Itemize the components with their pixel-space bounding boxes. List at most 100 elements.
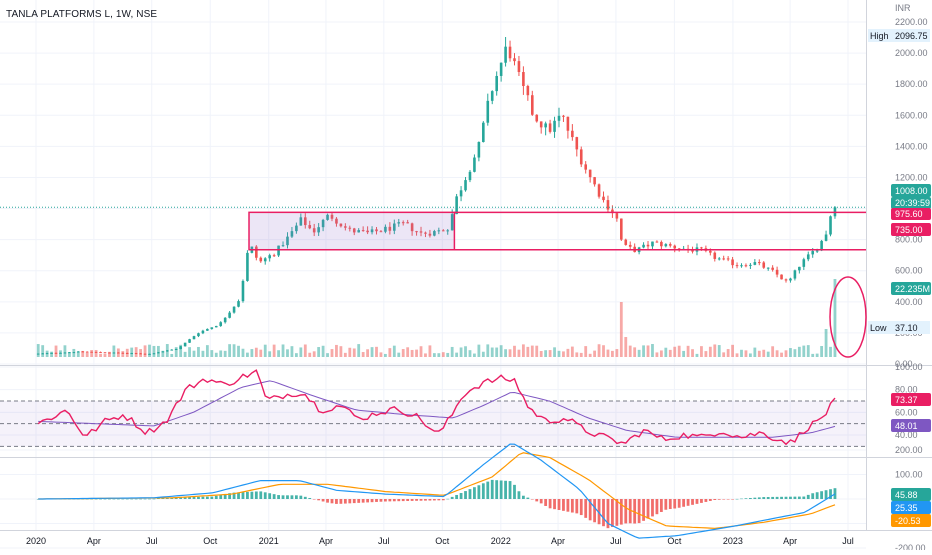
candle[interactable] xyxy=(424,232,427,234)
candle[interactable] xyxy=(486,100,490,123)
candle[interactable] xyxy=(593,177,596,185)
candle[interactable] xyxy=(330,214,334,219)
volume-bar[interactable] xyxy=(806,345,810,357)
volume-bar[interactable] xyxy=(521,344,525,357)
candle[interactable] xyxy=(241,280,245,302)
rsi-value-badge[interactable]: 73.37 xyxy=(891,393,931,406)
volume-bar[interactable] xyxy=(704,351,708,357)
volume-bar[interactable] xyxy=(237,345,240,357)
volume-bar[interactable] xyxy=(504,349,507,357)
candle[interactable] xyxy=(820,240,823,251)
candle[interactable] xyxy=(255,246,258,258)
candle[interactable] xyxy=(370,229,374,233)
candle[interactable] xyxy=(268,255,271,259)
volume-bar[interactable] xyxy=(597,344,601,357)
volume-bar[interactable] xyxy=(771,346,775,357)
volume-bar[interactable] xyxy=(197,346,200,357)
volume-bar[interactable] xyxy=(740,349,743,357)
candle[interactable] xyxy=(214,325,218,328)
candle[interactable] xyxy=(259,257,263,262)
volume-bar[interactable] xyxy=(490,347,494,357)
candle[interactable] xyxy=(660,241,663,247)
candle[interactable] xyxy=(295,225,298,232)
candle[interactable] xyxy=(490,91,494,101)
candle[interactable] xyxy=(615,213,619,219)
rsi-line[interactable] xyxy=(37,369,836,446)
volume-bar[interactable] xyxy=(241,348,245,357)
candle[interactable] xyxy=(557,115,561,121)
candle[interactable] xyxy=(562,115,565,117)
volume-bar[interactable] xyxy=(397,352,401,357)
ellipse-annotation[interactable] xyxy=(829,276,867,358)
volume-bar[interactable] xyxy=(219,350,223,357)
volume-bar[interactable] xyxy=(388,348,392,357)
candle[interactable] xyxy=(588,169,592,178)
candle[interactable] xyxy=(286,236,289,246)
volume-bar[interactable] xyxy=(677,345,681,357)
level-badge-975[interactable]: 975.60 xyxy=(891,208,931,220)
volume-bar[interactable] xyxy=(277,350,280,357)
volume-bar[interactable] xyxy=(450,346,454,357)
volume-bar[interactable] xyxy=(539,351,543,357)
candle[interactable] xyxy=(731,259,734,266)
volume-bar[interactable] xyxy=(214,352,218,357)
candle[interactable] xyxy=(206,328,209,331)
candle[interactable] xyxy=(495,75,498,92)
volume-bar[interactable] xyxy=(339,346,343,357)
volume-bar[interactable] xyxy=(477,344,481,357)
candle[interactable] xyxy=(544,123,547,128)
volume-bar[interactable] xyxy=(335,344,338,357)
candle[interactable] xyxy=(775,269,779,275)
candle[interactable] xyxy=(223,317,227,323)
volume-bar[interactable] xyxy=(548,350,552,357)
candle[interactable] xyxy=(606,200,610,210)
candle[interactable] xyxy=(802,259,806,267)
candle[interactable] xyxy=(829,216,832,235)
candle[interactable] xyxy=(388,226,392,231)
volume-bar[interactable] xyxy=(357,344,361,357)
volume-bar[interactable] xyxy=(108,351,111,357)
candle[interactable] xyxy=(357,230,361,233)
last-price-badge[interactable]: 1008.00 xyxy=(891,184,931,197)
volume-bar[interactable] xyxy=(379,352,383,357)
candle[interactable] xyxy=(677,248,681,250)
volume-bar[interactable] xyxy=(85,352,89,357)
volume-bar[interactable] xyxy=(366,349,370,357)
candle[interactable] xyxy=(299,217,303,226)
candle[interactable] xyxy=(642,244,645,248)
candle[interactable] xyxy=(415,231,418,233)
volume-bar[interactable] xyxy=(473,353,476,357)
candle[interactable] xyxy=(410,223,414,232)
candle[interactable] xyxy=(571,130,574,138)
volume-bar[interactable] xyxy=(352,348,356,357)
volume-bar[interactable] xyxy=(691,349,694,357)
candle[interactable] xyxy=(548,123,552,132)
volume-bar[interactable] xyxy=(179,344,183,357)
candle[interactable] xyxy=(321,219,325,228)
volume-bar[interactable] xyxy=(205,345,209,357)
candle[interactable] xyxy=(499,62,503,76)
candle[interactable] xyxy=(566,116,570,131)
volume-bar[interactable] xyxy=(637,349,641,357)
volume-bar[interactable] xyxy=(263,344,267,357)
volume-bar[interactable] xyxy=(695,353,699,357)
volume-bar[interactable] xyxy=(384,353,387,357)
candle[interactable] xyxy=(188,339,191,343)
candle[interactable] xyxy=(504,46,507,63)
volume-bar[interactable] xyxy=(579,352,583,357)
volume-bar[interactable] xyxy=(81,350,85,357)
volume-bar[interactable] xyxy=(517,349,521,357)
candle[interactable] xyxy=(602,196,605,201)
volume-bar[interactable] xyxy=(125,348,129,357)
volume-bar[interactable] xyxy=(223,350,227,357)
volume-bar[interactable] xyxy=(762,349,766,357)
signal-line[interactable] xyxy=(38,452,836,530)
volume-bar[interactable] xyxy=(188,347,191,357)
volume-bar[interactable] xyxy=(708,346,712,357)
volume-bar[interactable] xyxy=(370,347,374,357)
volume-bar[interactable] xyxy=(312,351,316,357)
candle[interactable] xyxy=(237,301,240,307)
candle[interactable] xyxy=(700,247,703,249)
macd-line-badge[interactable]: 25.35 xyxy=(891,501,931,514)
